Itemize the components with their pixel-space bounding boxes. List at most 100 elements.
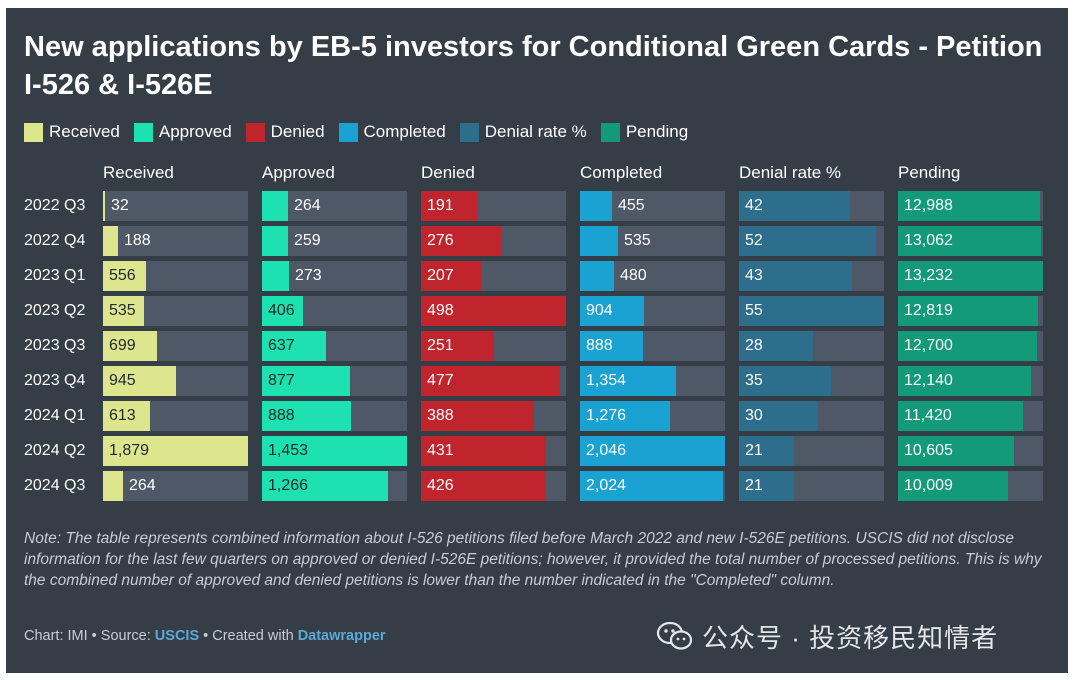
bar-cell: 12,140 (898, 366, 1043, 396)
bar (103, 401, 150, 431)
datawrapper-link[interactable]: Datawrapper (297, 628, 386, 644)
bar (262, 191, 288, 221)
bar-value-label: 13,232 (904, 267, 953, 284)
legend-label: Received (49, 122, 120, 141)
bar-value-label: 21 (745, 442, 763, 459)
bar (898, 401, 1023, 431)
bar-value-label: 535 (624, 232, 651, 249)
legend-item-1: Approved (133, 122, 232, 142)
bar-value-label: 12,819 (904, 302, 953, 319)
bar-cell: 877 (262, 366, 407, 396)
bar-value-label: 55 (745, 302, 763, 319)
bar-cell: 264 (262, 191, 407, 221)
bar (421, 191, 477, 221)
row-label: 2024 Q1 (24, 407, 86, 424)
bar-cell: 613 (103, 401, 248, 431)
bar-value-label: 888 (268, 407, 295, 424)
bar-cell: 477 (421, 366, 566, 396)
row-label: 2024 Q3 (24, 477, 86, 494)
bar-value-label: 12,140 (904, 372, 953, 389)
bar-cell: 1,879 (103, 436, 248, 466)
bar (262, 366, 350, 396)
bar (739, 436, 794, 466)
column-header: Approved (262, 163, 335, 182)
row-label: 2023 Q3 (24, 337, 86, 354)
bar (262, 471, 388, 501)
bar-cell: 191 (421, 191, 566, 221)
watermark-text: 公众号 · 投资移民知情者 (702, 622, 999, 653)
bar (580, 296, 644, 326)
bar-cell: 480 (580, 261, 725, 291)
bar-cell: 12,819 (898, 296, 1043, 326)
bar-cell: 264 (103, 471, 248, 501)
row-label: 2024 Q2 (24, 442, 86, 459)
bar-cell: 556 (103, 261, 248, 291)
bar-cell: 55 (739, 296, 884, 326)
bar-value-label: 2,046 (586, 442, 627, 459)
legend-item-0: Received (24, 122, 120, 142)
bar-value-label: 264 (129, 477, 156, 494)
bar-value-label: 251 (427, 337, 454, 354)
bar (262, 261, 289, 291)
bar-value-label: 30 (745, 407, 763, 424)
bar (739, 366, 831, 396)
bar-value-label: 406 (268, 302, 295, 319)
bar (580, 226, 618, 256)
chart-title: New applications by EB-5 investors for C… (24, 31, 1043, 101)
bar (739, 401, 818, 431)
legend-label: Approved (158, 122, 232, 141)
bar (580, 366, 676, 396)
source-link[interactable]: USCIS (154, 628, 200, 644)
bar-value-label: 877 (268, 372, 295, 389)
bar-cell: 1,276 (580, 401, 725, 431)
bar-value-label: 259 (294, 232, 321, 249)
bar-cell: 11,420 (898, 401, 1043, 431)
bar-value-label: 28 (745, 337, 763, 354)
bar-cell: 904 (580, 296, 725, 326)
bar-cell: 30 (739, 401, 884, 431)
bar (262, 331, 326, 361)
bar-value-label: 431 (427, 442, 454, 459)
bar-value-label: 12,988 (904, 197, 953, 214)
bar-cell: 10,009 (898, 471, 1043, 501)
bar (421, 366, 560, 396)
bar-cell: 2,024 (580, 471, 725, 501)
column-header: Denied (421, 163, 475, 182)
row-label: 2022 Q4 (24, 232, 86, 249)
column-header: Completed (580, 163, 663, 182)
bar (580, 191, 612, 221)
bar-cell: 259 (262, 226, 407, 256)
legend-swatch (245, 122, 265, 142)
bar-value-label: 276 (427, 232, 454, 249)
bar-value-label: 273 (295, 267, 322, 284)
bar-value-label: 888 (586, 337, 613, 354)
bar-value-label: 21 (745, 477, 763, 494)
bar (103, 226, 118, 256)
bar-cell: 10,605 (898, 436, 1043, 466)
bar (262, 296, 303, 326)
bar (103, 471, 123, 501)
credits-prefix: Chart: IMI • Source: (24, 628, 155, 644)
bar-cell: 12,988 (898, 191, 1043, 221)
bar-value-label: 10,009 (904, 477, 953, 494)
bar-cell: 273 (262, 261, 407, 291)
column-header: Denial rate % (739, 163, 842, 182)
credits-middle: • Created with (199, 628, 298, 644)
bar-cell: 406 (262, 296, 407, 326)
bar-value-label: 388 (427, 407, 454, 424)
bar-value-label: 613 (109, 407, 136, 424)
bar (421, 226, 501, 256)
bar-cell: 28 (739, 331, 884, 361)
bar-value-label: 2,024 (586, 477, 627, 494)
bar-value-label: 480 (620, 267, 647, 284)
bar (103, 261, 146, 291)
bar (898, 331, 1037, 361)
bar-value-label: 556 (109, 267, 136, 284)
legend-item-5: Pending (600, 122, 688, 142)
bar-cell: 535 (103, 296, 248, 326)
bar-cell: 32 (103, 191, 248, 221)
bar-cell: 1,453 (262, 436, 407, 466)
bar (580, 331, 643, 361)
wechat-icon (656, 621, 693, 650)
bar-value-label: 455 (618, 197, 645, 214)
